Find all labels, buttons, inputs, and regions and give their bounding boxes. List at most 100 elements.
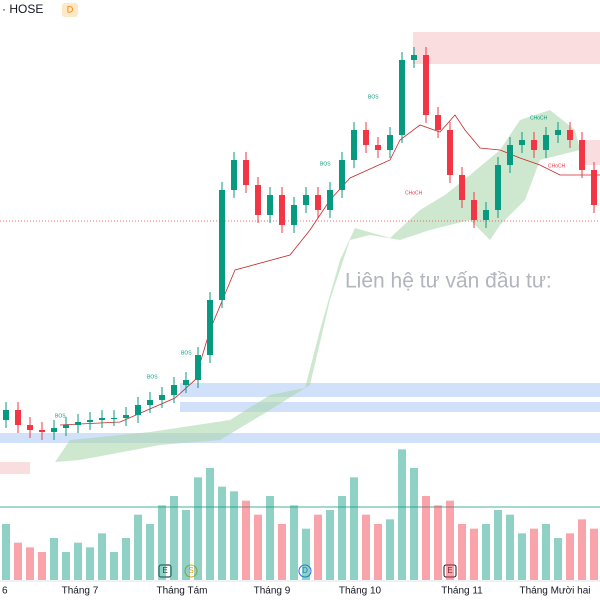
volume-bar: [98, 533, 106, 580]
candle-body: [51, 428, 57, 432]
volume-bar: [230, 491, 238, 580]
candle-body: [171, 385, 177, 395]
candle-body: [591, 170, 597, 205]
candle-body: [495, 165, 501, 210]
candle-body: [483, 210, 489, 220]
volume-bar: [86, 547, 94, 580]
bos-label: BOS: [368, 94, 379, 100]
volume-bar: [386, 519, 394, 580]
candle-body: [315, 195, 321, 210]
candle-body: [579, 140, 585, 170]
demand-zone: [0, 433, 600, 443]
candle-body: [447, 130, 453, 175]
baseline: [59, 114, 600, 426]
volume-bar: [38, 552, 46, 580]
candle-body: [363, 130, 369, 145]
cloud: [55, 110, 580, 462]
candle-body: [255, 185, 261, 215]
exchange: · HOSE: [2, 2, 43, 16]
supply-zone: [0, 462, 30, 474]
candle-body: [411, 55, 417, 60]
candle-body: [207, 300, 213, 355]
candle-body: [39, 430, 45, 432]
candle-body: [387, 135, 393, 150]
volume-bar: [506, 514, 514, 580]
volume-bar: [410, 468, 418, 580]
volume-bar: [482, 524, 490, 580]
candle-body: [519, 140, 525, 145]
event-icon: [184, 564, 198, 578]
candle-body: [279, 195, 285, 225]
volume-bar: [74, 542, 82, 580]
candle-body: [183, 380, 189, 385]
volume-bar: [434, 505, 442, 580]
watermark: Liên hệ tư vấn đầu tư:: [345, 270, 552, 293]
bos-label: BOS: [55, 413, 66, 419]
candle-body: [555, 130, 561, 135]
x-tick-label: 6: [2, 586, 8, 597]
volume-bar: [446, 500, 454, 580]
x-tick-label: Tháng 7: [62, 586, 99, 597]
candle-body: [147, 400, 153, 405]
bos-label: BOS: [147, 374, 158, 380]
candle-body: [63, 425, 69, 428]
event-label: E: [447, 566, 452, 575]
event-label: S: [188, 566, 193, 575]
candle-body: [243, 160, 249, 185]
candle-body: [339, 160, 345, 190]
volume-bar: [14, 542, 22, 580]
volume-bar: [458, 524, 466, 580]
candle-body: [99, 418, 105, 420]
candle-body: [435, 115, 441, 130]
x-tick-label: Tháng 11: [441, 586, 483, 597]
candle-body: [375, 145, 381, 150]
volume-bar: [362, 514, 370, 580]
event-icon: [298, 564, 312, 578]
volume-bar: [122, 538, 130, 580]
volume-bar: [266, 496, 274, 580]
candle-body: [111, 418, 117, 419]
volume-bar: [254, 514, 262, 580]
volume-bar: [314, 514, 322, 580]
volume-bar: [470, 528, 478, 580]
volume-bar: [170, 496, 178, 580]
candle-body: [75, 422, 81, 425]
supply-zone: [413, 32, 600, 64]
candle-body: [291, 205, 297, 225]
candle-body: [399, 60, 405, 135]
volume-bar: [326, 510, 334, 580]
volume-bar: [290, 505, 298, 580]
volume-bar: [2, 524, 10, 580]
candle-body: [27, 425, 33, 430]
candle-body: [327, 190, 333, 210]
candle-body: [543, 135, 549, 150]
x-tick-label: Tháng 9: [254, 586, 291, 597]
volume-bar: [194, 477, 202, 580]
candle-body: [267, 195, 273, 215]
candle-body: [219, 190, 225, 300]
candle-body: [351, 130, 357, 160]
candle-body: [195, 355, 201, 380]
candle-body: [423, 55, 429, 115]
volume-bar: [542, 524, 550, 580]
candle-body: [3, 410, 9, 420]
choch-label: CHoCH: [405, 190, 423, 196]
candle-body: [459, 175, 465, 200]
bos-label: BOS: [181, 350, 192, 356]
candle-body: [567, 130, 573, 140]
candle-body: [531, 140, 537, 150]
bos-label: BOS: [320, 161, 331, 167]
demand-zone: [180, 383, 600, 397]
volume-bar: [578, 519, 586, 580]
candle-body: [135, 405, 141, 415]
volume-bar: [374, 524, 382, 580]
candle-body: [87, 420, 93, 422]
volume-bar: [302, 528, 310, 580]
volume-bar: [530, 528, 538, 580]
candle-body: [303, 195, 309, 205]
volume-bar: [242, 500, 250, 580]
x-tick-label: Tháng Tám: [157, 586, 208, 597]
event-label: D: [302, 566, 308, 575]
